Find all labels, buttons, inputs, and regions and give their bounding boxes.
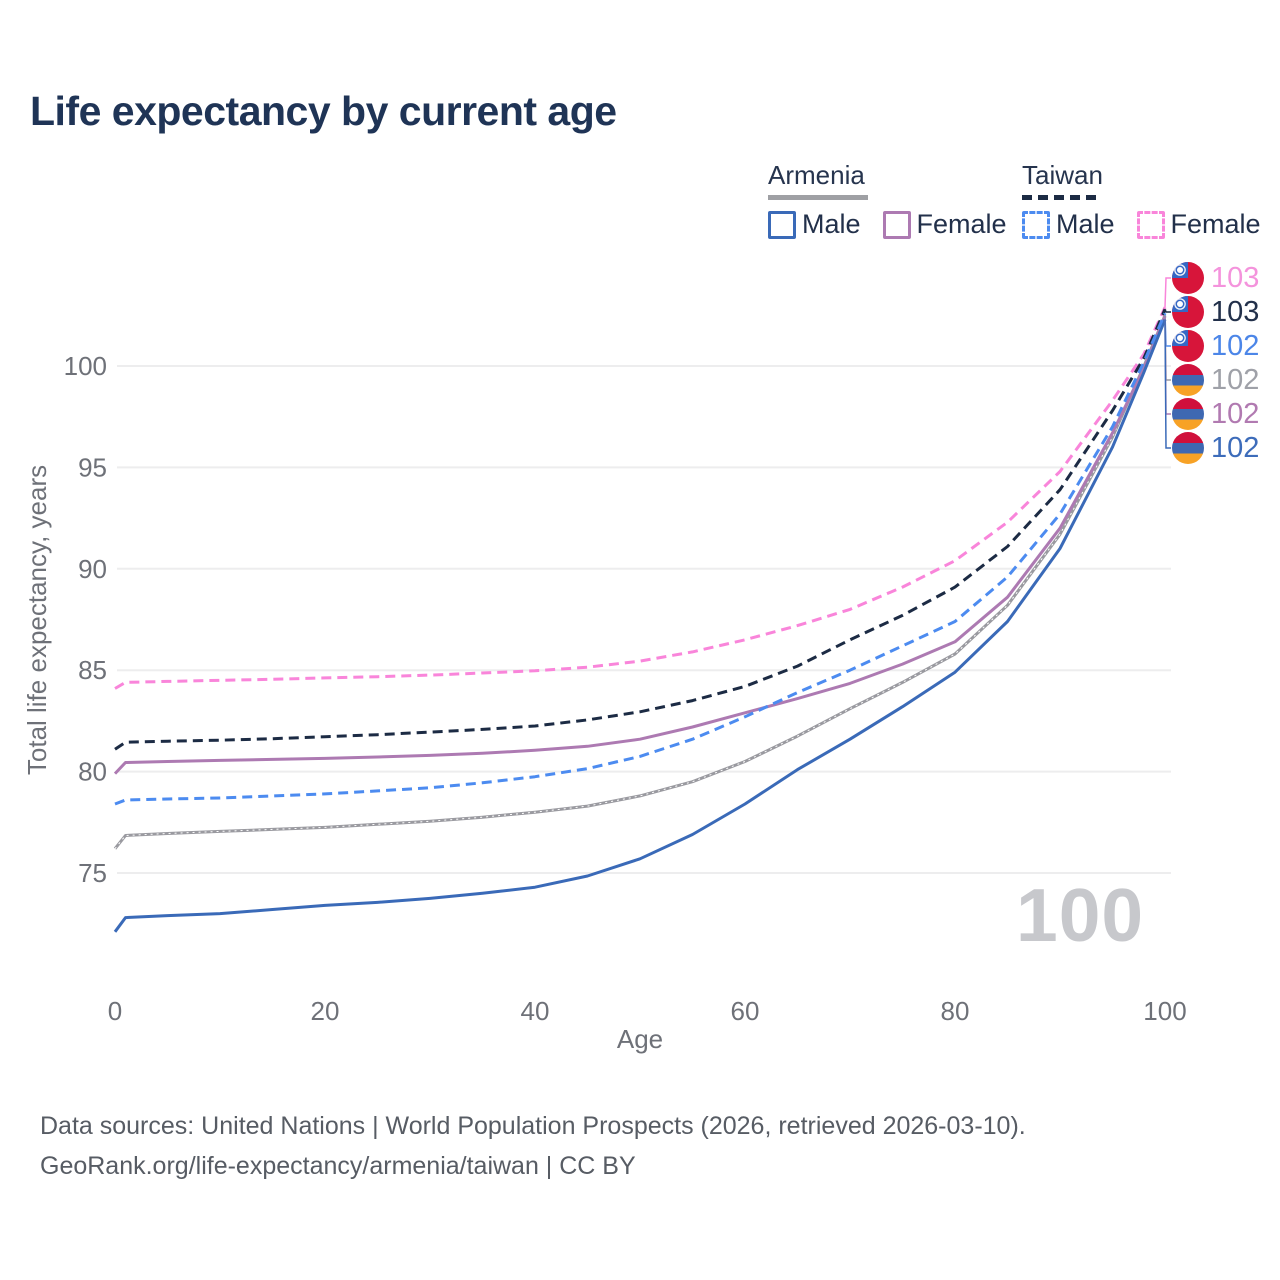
y-tick-label: 90 — [78, 554, 107, 584]
y-tick-label: 80 — [78, 757, 107, 787]
legend-title-taiwan[interactable]: Taiwan — [1022, 160, 1103, 190]
y-tick-label: 100 — [64, 351, 107, 381]
legend-group-armenia: Armenia Male Female — [768, 160, 1007, 240]
y-tick-label: 85 — [78, 655, 107, 685]
x-tick-label: 60 — [731, 996, 760, 1026]
legend-swatch-armenia-male[interactable] — [768, 210, 796, 239]
legend-swatch-taiwan-male[interactable] — [1022, 210, 1050, 239]
taiwan-sun-icon — [1177, 267, 1183, 273]
legend-swatch-armenia-female[interactable] — [882, 210, 911, 239]
series-line-armenia-male — [113, 318, 1167, 933]
legend-item-taiwan-female[interactable]: Female — [1136, 209, 1261, 240]
series-line-overlay — [114, 315, 1166, 850]
endpoint-label-taiwan-male: 102 — [1172, 329, 1259, 363]
x-axis-title: Age — [617, 1024, 663, 1054]
chart-footer: Data sources: United Nations | World Pop… — [40, 1106, 1026, 1186]
x-tick-label: 40 — [521, 996, 550, 1026]
endpoint-label-taiwan-both: 103 — [1172, 295, 1259, 329]
armenia-flag-icon — [1172, 432, 1204, 464]
legend-item-armenia-male[interactable]: Male — [768, 209, 861, 240]
legend-label-taiwan-male: Male — [1056, 209, 1115, 239]
series-line-taiwan-female — [114, 306, 1167, 690]
legend-group-taiwan: Taiwan Male Female — [1022, 160, 1261, 240]
current-age-watermark: 100 — [1016, 873, 1145, 957]
armenia-flag-icon — [1172, 398, 1204, 430]
chart-title: Life expectancy by current age — [30, 88, 617, 134]
endpoint-value: 102 — [1211, 397, 1260, 430]
armenia-flag-icon — [1172, 364, 1204, 396]
endpoint-connector-taiwan-both — [1164, 308, 1171, 313]
endpoint-label-armenia-female: 102 — [1172, 397, 1259, 431]
legend-title-armenia[interactable]: Armenia — [768, 160, 865, 190]
series-line-armenia-female — [113, 315, 1167, 775]
taiwan-sun-icon — [1177, 335, 1183, 341]
attribution-line: GeoRank.org/life-expectancy/armenia/taiw… — [40, 1152, 636, 1180]
x-tick-label: 80 — [941, 996, 970, 1026]
endpoint-value: 103 — [1211, 295, 1260, 328]
taiwan-sun-icon — [1177, 301, 1183, 307]
series-line-taiwan-male — [114, 312, 1167, 806]
endpoint-label-armenia-both: 102 — [1172, 363, 1259, 397]
taiwan-flag-icon — [1172, 262, 1204, 294]
endpoint-value: 102 — [1211, 363, 1260, 396]
armenia-both-line-swatch — [768, 195, 868, 200]
series-line-taiwan-both — [114, 308, 1167, 751]
legend-label-armenia-female: Female — [916, 209, 1007, 239]
endpoint-label-taiwan-female: 103 — [1172, 261, 1259, 295]
legend-item-taiwan-male[interactable]: Male — [1022, 209, 1115, 240]
endpoint-value: 102 — [1211, 329, 1260, 362]
taiwan-flag-icon — [1172, 330, 1204, 362]
y-axis-title: Total life expectancy, years — [22, 465, 52, 775]
endpoint-connector-taiwan-female — [1164, 277, 1171, 308]
legend-item-armenia-female[interactable]: Female — [882, 209, 1007, 240]
y-tick-label: 95 — [78, 452, 107, 482]
endpoint-label-armenia-male: 102 — [1172, 431, 1259, 465]
x-tick-label: 0 — [108, 996, 122, 1026]
endpoint-value: 102 — [1211, 431, 1260, 464]
legend-label-armenia-male: Male — [802, 209, 861, 239]
taiwan-both-line-swatch — [1022, 195, 1102, 200]
data-sources-line: Data sources: United Nations | World Pop… — [40, 1112, 1026, 1140]
y-tick-label: 75 — [78, 858, 107, 888]
x-tick-label: 100 — [1143, 996, 1186, 1026]
legend-label-taiwan-female: Female — [1170, 209, 1261, 239]
taiwan-flag-icon — [1172, 296, 1204, 328]
x-tick-label: 20 — [311, 996, 340, 1026]
endpoint-connector-armenia-male — [1164, 319, 1171, 449]
legend-swatch-taiwan-female[interactable] — [1136, 210, 1165, 239]
series-line-armenia-both — [113, 314, 1167, 850]
endpoint-value: 103 — [1211, 261, 1260, 294]
